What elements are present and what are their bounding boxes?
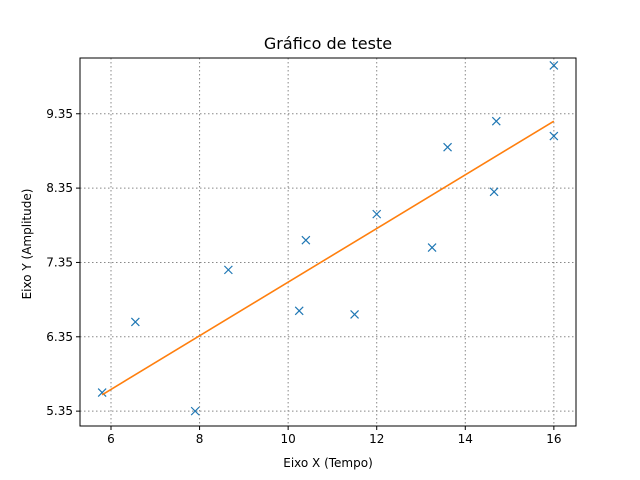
x-axis-label: Eixo X (Tempo): [283, 456, 373, 470]
scatter-point: [130, 317, 140, 327]
scatter-point: [223, 265, 233, 275]
scatter-point: [549, 61, 559, 70]
x-tick-label: 10: [281, 432, 296, 446]
x-tick-label: 12: [369, 432, 384, 446]
scatter-point: [427, 243, 437, 253]
scatter-point: [491, 116, 501, 126]
plot-area: [97, 61, 559, 416]
y-tick-label: 7.35: [46, 255, 73, 269]
scatter-point: [301, 235, 311, 245]
y-tick-label: 5.35: [46, 404, 73, 418]
scatter-point: [190, 406, 200, 416]
ticks: 6 8 10 12 14 16 5.35 6.35 7.35 8.35 9.35: [46, 107, 561, 446]
y-tick-label: 6.35: [46, 330, 73, 344]
axes-frame: [79, 57, 577, 427]
x-tick-label: 14: [458, 432, 473, 446]
y-axis-label: Eixo Y (Amplitude): [20, 189, 34, 300]
scatter-point: [443, 142, 452, 152]
scatter-point: [350, 310, 359, 319]
y-tick-label: 8.35: [46, 181, 73, 195]
scatter-point: [549, 131, 559, 141]
x-tick-label: 16: [546, 432, 561, 446]
scatter-point: [489, 187, 499, 197]
y-tick-label: 9.35: [46, 107, 73, 121]
x-tick-label: 8: [196, 432, 204, 446]
chart-title: Gráfico de teste: [264, 34, 392, 53]
scatter-point: [294, 306, 304, 316]
scatter-point: [97, 388, 107, 397]
scatter-point: [372, 209, 382, 219]
grid: [80, 58, 576, 426]
trend-line: [101, 120, 555, 396]
x-tick-label: 6: [107, 432, 115, 446]
